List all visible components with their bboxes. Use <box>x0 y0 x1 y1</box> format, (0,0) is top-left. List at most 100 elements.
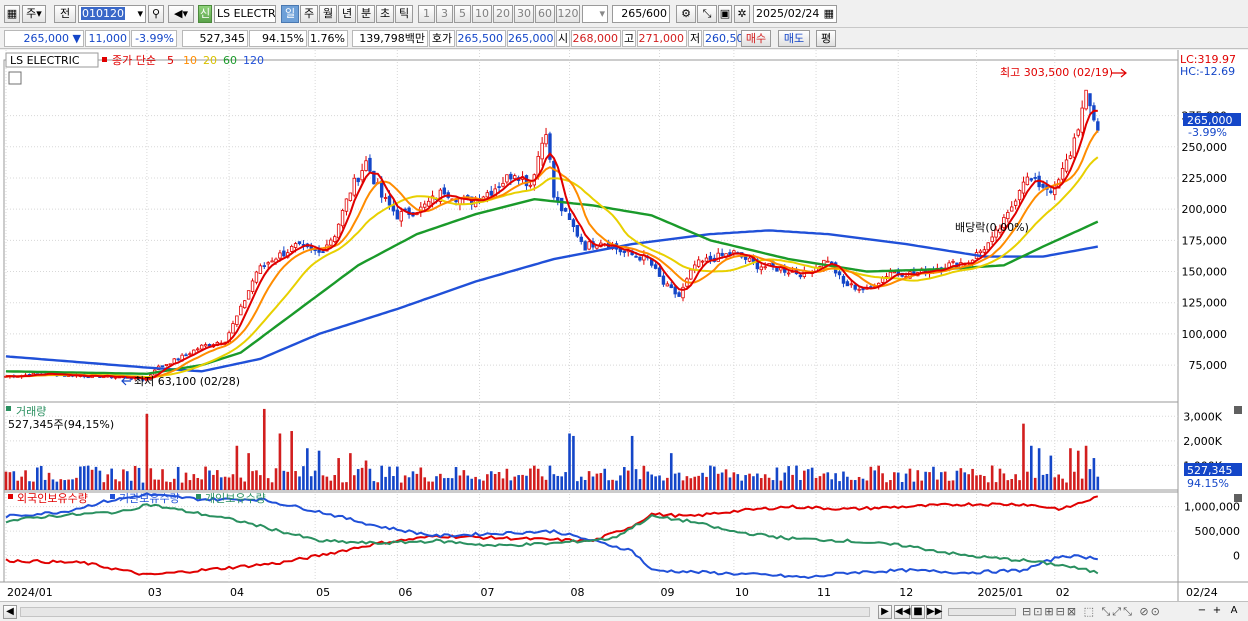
save-icon[interactable]: ▣ <box>718 5 732 23</box>
volume-bar <box>998 468 1002 490</box>
period-minute[interactable]: 분 <box>357 5 375 23</box>
volume-bar <box>212 474 215 490</box>
volume-bar <box>286 471 290 490</box>
ma-legend-20: 20 <box>203 54 217 67</box>
volume-bar <box>1088 469 1092 490</box>
tick-20[interactable]: 20 <box>493 5 513 23</box>
volume-bar <box>873 470 877 490</box>
period-day[interactable]: 일 <box>281 5 299 23</box>
draw-icon[interactable]: ⤡ <box>697 5 717 23</box>
volume-bar <box>885 482 888 490</box>
chart-type-icon[interactable]: ⚙ <box>676 5 696 23</box>
tick-custom-select[interactable]: ▾ <box>582 5 608 23</box>
volume-bar <box>505 468 509 490</box>
forward-button[interactable]: ▶▶ <box>926 605 943 619</box>
volume-bar <box>677 472 681 490</box>
stock-name-field[interactable]: LS ELECTRI <box>214 5 276 23</box>
volume-bar <box>767 477 771 490</box>
candle-body <box>278 252 282 259</box>
stock-chart[interactable]: 75,000 100,000 125,000 150,000 175,000 200,00… <box>0 50 1248 601</box>
volume-bar <box>853 480 857 490</box>
speaker-icon[interactable]: ◀▾ <box>168 5 194 23</box>
candle-body <box>184 354 188 357</box>
prev-button[interactable]: 전 <box>54 5 76 23</box>
period-week[interactable]: 주 <box>300 5 318 23</box>
date-field[interactable]: 2025/02/24 ▦ <box>753 5 837 23</box>
tick-5[interactable]: 5 <box>454 5 471 23</box>
volume-bar <box>325 476 329 490</box>
volume-bar <box>1041 474 1045 490</box>
candle-body <box>638 256 642 261</box>
stock-label: LS ELECTRIC <box>10 54 80 67</box>
period-tick[interactable]: 틱 <box>395 5 413 23</box>
tick-120[interactable]: 120 <box>556 5 580 23</box>
volume-bar <box>341 482 344 490</box>
retail-holdings-line <box>5 503 1099 575</box>
period-month[interactable]: 월 <box>319 5 337 23</box>
high-annotation: 최고 303,500 (02/19) <box>1000 66 1113 79</box>
x-tick-label: 09 <box>661 586 675 599</box>
volume-bar <box>799 479 802 490</box>
buy-button[interactable]: 매수 <box>741 30 771 47</box>
volume-tick-label: 2,000K <box>1183 435 1222 448</box>
volume-bar <box>1057 474 1060 490</box>
volume-bar <box>552 474 556 490</box>
period-year[interactable]: 년 <box>338 5 356 23</box>
candle-body <box>282 250 286 257</box>
tick-3[interactable]: 3 <box>436 5 453 23</box>
volume-bar <box>842 471 845 490</box>
candle-body <box>188 353 192 356</box>
volume-bar <box>983 475 986 490</box>
gear-icon[interactable]: ✲ <box>734 5 750 23</box>
volume-bar <box>1014 474 1017 490</box>
stock-code-input[interactable]: 010120 ▾ <box>78 5 146 23</box>
change-pct-field: -3.99% <box>131 30 177 47</box>
volume-bar <box>1076 450 1080 490</box>
candle-body <box>423 203 427 208</box>
tick-60[interactable]: 60 <box>535 5 555 23</box>
volume-bar <box>462 470 466 490</box>
market-select[interactable]: 주▾ <box>22 5 46 23</box>
candle-body <box>333 236 337 242</box>
volume-bar <box>916 470 920 490</box>
volume-bar <box>290 431 293 490</box>
ma-legend-120: 120 <box>243 54 264 67</box>
volume-bar <box>329 480 333 490</box>
volume-bar <box>188 480 192 490</box>
sell-button[interactable]: 매도 <box>778 30 810 47</box>
tick-1[interactable]: 1 <box>418 5 435 23</box>
stop-button[interactable]: ■ <box>911 605 925 619</box>
x-tick-label: 04 <box>230 586 244 599</box>
volume-bar <box>446 477 450 490</box>
scroll-left-button[interactable]: ◀ <box>3 605 17 619</box>
volume-bar <box>967 474 970 490</box>
price-panel[interactable] <box>4 89 1100 382</box>
count-field[interactable]: 265/600 <box>612 5 670 23</box>
search-icon[interactable]: ⚲ <box>148 5 164 23</box>
volume-bar <box>564 472 567 490</box>
tick-30[interactable]: 30 <box>514 5 534 23</box>
calendar-icon[interactable]: ▦ <box>823 7 834 20</box>
eval-button[interactable]: 평 <box>816 30 836 47</box>
zoom-slider[interactable] <box>948 608 1016 616</box>
rewind-button[interactable]: ◀◀ <box>894 605 911 619</box>
volume-bar <box>165 481 168 490</box>
scroll-right-button[interactable]: ▶ <box>878 605 892 619</box>
holdings-panel[interactable] <box>5 492 1099 580</box>
scrollbar-track[interactable] <box>20 607 870 617</box>
ma5-line <box>5 109 1098 380</box>
zoom-out-button[interactable]: − <box>1197 605 1207 616</box>
zoom-in-button[interactable]: + <box>1212 605 1222 616</box>
volume-panel[interactable] <box>4 408 1100 490</box>
price-field: 265,000 ▼ <box>4 30 84 47</box>
volume-tick-label: 3,000K <box>1183 410 1222 423</box>
candle-body <box>786 272 791 275</box>
drawing-tools-icon[interactable]: ⊟⊡⊞⊟⊠ ⬚ ⤡⤢⤡ ⊘⊙ <box>1022 605 1162 618</box>
text-size-button[interactable]: A <box>1230 605 1238 616</box>
grid-icon[interactable]: ▦ <box>4 5 20 23</box>
candle-body <box>196 348 200 351</box>
tick-10[interactable]: 10 <box>472 5 492 23</box>
period-second[interactable]: 초 <box>376 5 394 23</box>
volume-field: 527,345 <box>182 30 248 47</box>
volume-bar <box>756 473 759 490</box>
